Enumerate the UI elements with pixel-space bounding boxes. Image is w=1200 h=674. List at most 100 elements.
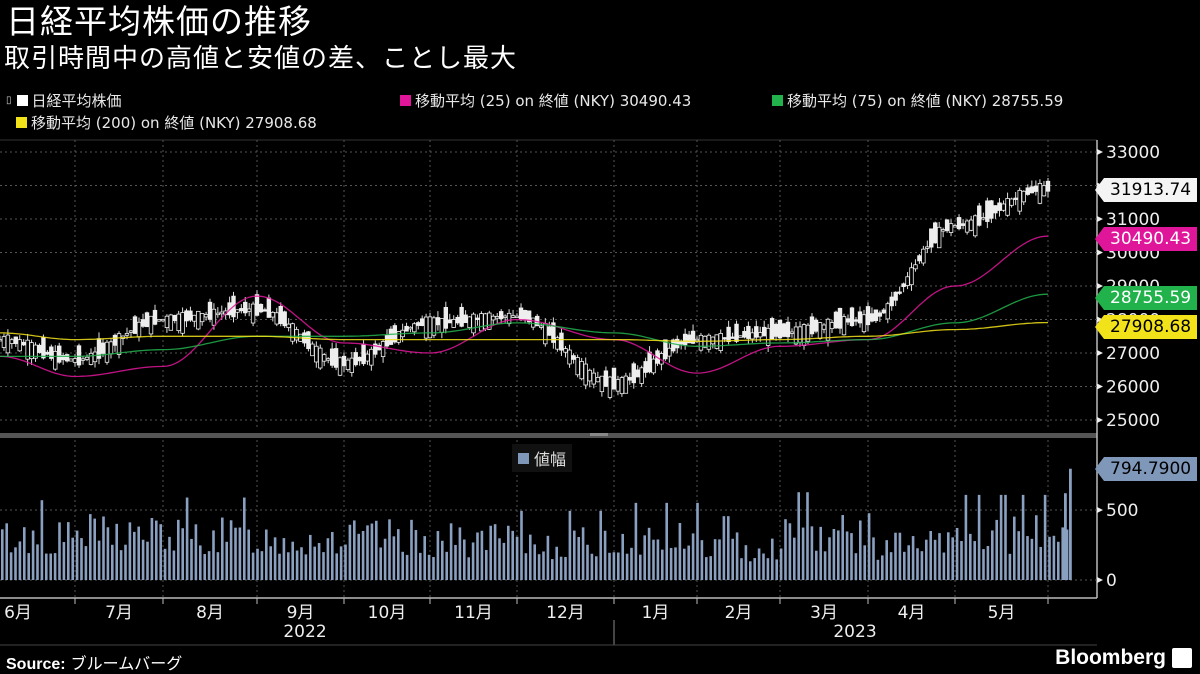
range-bar	[925, 539, 928, 580]
ma25-line	[0, 235, 1049, 378]
range-bar	[546, 535, 550, 580]
candle-body	[365, 353, 370, 362]
range-bar	[111, 544, 114, 580]
candle-body	[88, 352, 94, 365]
range-bar	[31, 530, 35, 580]
range-bar	[1026, 536, 1029, 580]
range-bar	[207, 551, 211, 580]
range-bar	[67, 522, 70, 580]
range-bar	[542, 551, 545, 580]
candle-body	[873, 309, 879, 322]
candle-body	[706, 334, 712, 350]
candle-body	[235, 309, 240, 313]
range-tick	[1097, 577, 1103, 583]
range-bar	[150, 518, 154, 580]
candle-body	[905, 276, 910, 286]
range-bar	[84, 546, 88, 580]
range-bar	[480, 530, 484, 580]
range-bar	[867, 513, 871, 580]
candle-body	[168, 314, 174, 331]
candle-body	[730, 336, 735, 339]
range-bar	[115, 523, 118, 580]
range-bar	[590, 553, 594, 580]
range-bar	[71, 537, 74, 580]
candle-body	[116, 333, 122, 355]
candle-body	[329, 348, 335, 366]
candle-body	[136, 321, 142, 338]
range-bar	[449, 523, 453, 580]
candle-body	[0, 339, 3, 342]
candle-body	[789, 331, 795, 334]
range-bar	[674, 547, 677, 580]
range-bar	[361, 531, 365, 580]
candle-body	[777, 319, 783, 339]
range-bar	[942, 552, 946, 580]
range-bar	[661, 549, 664, 580]
range-bar	[933, 539, 937, 580]
candle-body	[805, 324, 811, 342]
candle-body	[250, 303, 256, 324]
ma75-line	[0, 293, 1049, 358]
candle-body	[243, 301, 248, 314]
range-bar	[14, 547, 17, 580]
candle-body	[140, 319, 146, 327]
range-bar	[947, 532, 950, 580]
range-bar	[177, 519, 180, 580]
range-bar	[155, 520, 158, 580]
candle-body	[773, 323, 779, 337]
range-bar	[564, 556, 567, 580]
price-axis-label: 26000	[1106, 378, 1160, 398]
price-axis-label: 33000	[1106, 143, 1160, 163]
candle-body	[192, 314, 197, 322]
price-tick	[1097, 350, 1103, 356]
range-bar	[159, 524, 162, 580]
candle-body	[1029, 186, 1035, 194]
month-label: 2月	[724, 603, 753, 623]
range-bar	[93, 518, 96, 580]
range-bar	[757, 548, 761, 580]
range-bar	[700, 540, 704, 580]
candle-body	[396, 331, 401, 343]
candle-body	[631, 363, 636, 384]
candle-body	[539, 325, 544, 328]
range-bar	[1, 529, 4, 580]
range-bar	[133, 531, 136, 580]
candle-body	[207, 301, 213, 320]
range-bar	[982, 549, 985, 580]
candle-body	[479, 313, 484, 332]
candle-body	[92, 351, 98, 363]
candle-body	[172, 314, 177, 322]
range-bar	[529, 534, 532, 580]
candle-body	[506, 312, 512, 325]
candle-body	[889, 296, 894, 307]
candle-body	[45, 351, 50, 355]
range-bar	[106, 527, 110, 580]
range-bar	[766, 558, 770, 580]
range-bar	[955, 527, 959, 580]
candle-body	[746, 325, 751, 339]
price-axis-label: 25000	[1106, 411, 1160, 431]
range-bar	[172, 550, 176, 580]
range-bar	[269, 546, 272, 580]
range-tick	[1097, 507, 1103, 513]
range-bar	[498, 538, 501, 580]
range-bar	[551, 559, 554, 580]
range-bar	[533, 544, 536, 580]
range-bar	[634, 502, 638, 580]
candle-body	[5, 334, 11, 354]
candle-body	[41, 337, 46, 359]
candle-body	[893, 291, 898, 301]
range-bar	[40, 500, 44, 580]
range-bar	[485, 550, 488, 580]
candle-body	[651, 358, 656, 374]
month-label: 9月	[286, 603, 315, 623]
candle-body	[973, 215, 978, 237]
range-bar	[9, 552, 13, 580]
range-bar	[282, 538, 286, 580]
candle-body	[514, 315, 520, 319]
range-bar	[568, 510, 572, 580]
candle-body	[144, 312, 150, 328]
candle-body	[502, 315, 508, 318]
legend-swatch-ma75	[772, 95, 783, 106]
